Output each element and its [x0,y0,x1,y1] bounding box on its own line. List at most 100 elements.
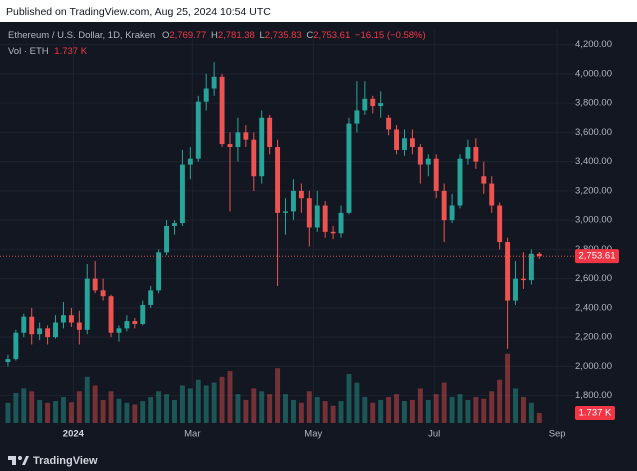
volume-bar [417,388,423,423]
candle-body [283,211,288,213]
volume-bar [457,394,463,423]
volume-bar [298,402,304,423]
candle-body [449,205,455,221]
x-tick-label: May [304,429,322,440]
y-tick-label: 3,400.00 [575,156,612,167]
volume-bar [354,382,360,423]
volume-bar [497,379,503,423]
volume-bar [259,391,265,423]
volume-tag-label: 1.737 K [579,407,612,418]
candle-body [235,132,241,148]
candle-body [219,76,225,145]
candle-body [505,242,511,301]
price-tag [575,249,619,264]
volume-bar [283,394,288,423]
price-tag-label: 2,753.61 [579,251,616,262]
y-tick-label: 3,000.00 [575,215,612,226]
candle-body [187,158,193,165]
volume-bar [528,402,534,423]
candle-body [457,158,463,206]
x-tick-label: 2024 [63,429,85,440]
volume-bar [164,394,170,423]
x-tick-label: Jul [428,429,440,440]
brand-logo [8,456,29,465]
y-tick-label: 2,200.00 [575,332,612,343]
candle-body [314,205,320,228]
candle-body [164,225,170,253]
volume-bar [394,394,400,423]
volume-legend: Vol · ETH 1.737 K [8,46,88,57]
volume-bar [520,397,526,423]
candle-body [13,332,19,360]
candle-body [148,290,154,305]
y-tick-label: 3,600.00 [575,127,612,138]
candle-body [45,328,51,338]
chart-legend: Ethereum / U.S. Dollar, 1D, Kraken O2,76… [8,30,426,41]
candle-body [53,322,58,338]
volume-bar [402,401,407,423]
candle-body [259,117,265,177]
candle-body [68,315,74,323]
x-tick-label: Sep [549,429,566,440]
y-tick-label: 3,800.00 [575,98,612,109]
candle-body [425,158,431,165]
candle-body [370,98,376,107]
candle-body [290,190,296,212]
volume-bar [227,371,233,423]
y-tick-label: 2,000.00 [575,361,612,372]
volume-bar [140,401,146,423]
candle-body [378,103,384,107]
volume-bar [473,397,479,423]
candle-body [481,176,487,184]
candle-body [108,296,114,333]
candle-body [172,223,177,226]
volume-bar [370,402,376,423]
volume-bar [536,412,542,423]
volume-bar [505,353,511,423]
candle-body [37,328,43,335]
candle-body [354,110,360,124]
candle-body [29,316,35,335]
volume-bar [235,394,241,423]
candle-body [179,164,185,224]
candle-body [60,315,66,323]
ohlc-value: 2,781.38 [218,30,255,41]
candle-body [497,205,503,243]
volume-bar [148,397,154,423]
candle-body [275,147,281,213]
chart-background [0,22,637,471]
candle-body [92,278,98,291]
candle-body [306,198,312,228]
candle-body [473,147,479,162]
volume-bar [29,391,35,423]
candle-body [394,129,400,150]
ohlc-value: 2,753.61 [313,30,350,41]
candle-body [116,328,122,333]
volume-bar [172,399,177,423]
candle-body [362,98,368,111]
candle-body [132,321,138,324]
brand-name: TradingView [33,455,98,467]
ohlc-value: 2,769.77 [169,30,206,41]
volume-bar [425,399,431,423]
ohlc-caption: O [162,30,169,41]
ohlc-caption: C [306,30,313,41]
top-bar [0,0,637,22]
volume-bar [346,373,352,423]
volume-pane [5,353,542,423]
candle-body [5,359,11,363]
volume-bar [13,393,19,423]
candle-body [195,101,201,159]
volume-bar [179,385,185,423]
candle-body [489,183,495,206]
volume-bar [211,382,217,423]
grid [0,30,575,423]
volume-bar [290,399,296,423]
volume-bar [100,399,106,423]
candle-body [84,278,90,330]
volume-bar [53,401,58,423]
volume-bar [322,401,328,423]
volume-bar [195,379,201,423]
